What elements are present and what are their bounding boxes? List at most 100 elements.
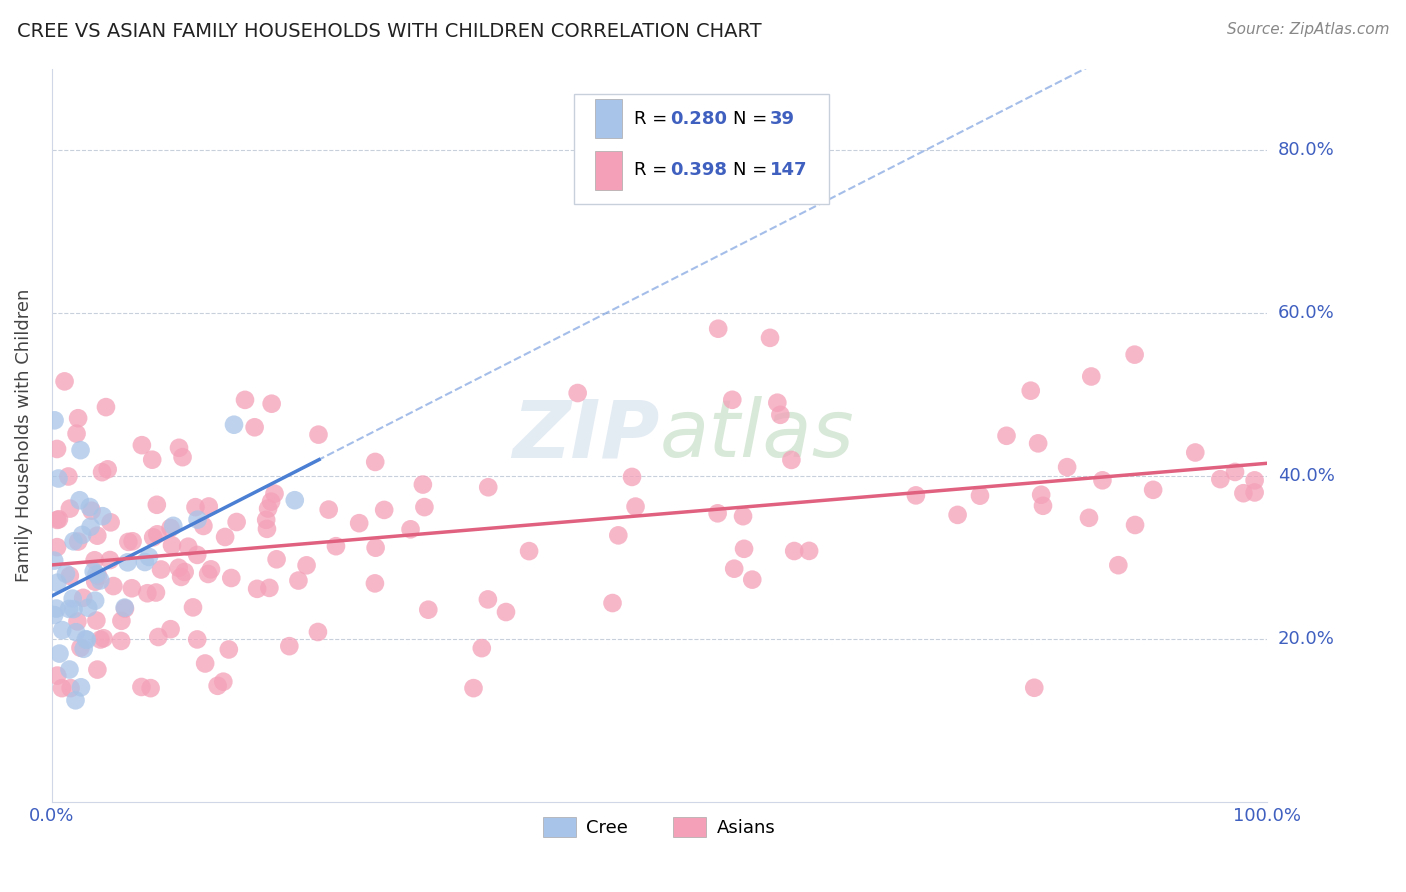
Point — [150, 562, 173, 576]
Point — [602, 596, 624, 610]
Point — [117, 555, 139, 569]
Point — [76, 632, 98, 647]
Point — [77, 600, 100, 615]
Point — [517, 544, 540, 558]
Point — [167, 560, 190, 574]
Point — [1184, 445, 1206, 459]
Point — [364, 455, 387, 469]
Point — [621, 470, 644, 484]
Point — [121, 534, 143, 549]
Point — [84, 574, 107, 589]
Point — [69, 640, 91, 655]
Point — [200, 562, 222, 576]
Point — [222, 417, 245, 432]
Point — [325, 539, 347, 553]
Point — [48, 512, 70, 526]
Point — [759, 331, 782, 345]
Legend: Cree, Asians: Cree, Asians — [536, 809, 783, 845]
Point — [214, 530, 236, 544]
Point — [48, 471, 70, 485]
Point — [170, 570, 193, 584]
Text: N =: N = — [734, 110, 773, 128]
Point — [110, 614, 132, 628]
Point — [187, 513, 209, 527]
Point — [146, 527, 169, 541]
Point — [55, 566, 77, 581]
Point — [134, 555, 156, 569]
Point — [780, 453, 803, 467]
Point — [84, 593, 107, 607]
Point — [259, 581, 281, 595]
Point — [46, 575, 69, 590]
Point — [141, 452, 163, 467]
Point — [58, 469, 80, 483]
Point — [46, 442, 69, 456]
Point — [173, 565, 195, 579]
Point — [59, 569, 82, 583]
Point — [1232, 486, 1254, 500]
Point — [117, 535, 139, 549]
Point — [139, 681, 162, 695]
Point — [995, 429, 1018, 443]
Point — [1031, 488, 1053, 502]
Point — [260, 494, 283, 508]
Point — [110, 634, 132, 648]
Point — [62, 591, 84, 606]
Text: 20.0%: 20.0% — [1278, 631, 1334, 648]
Point — [46, 668, 69, 682]
Text: 147: 147 — [770, 161, 807, 179]
Point — [91, 465, 114, 479]
Point — [186, 632, 208, 647]
Point — [89, 632, 111, 647]
Point — [70, 680, 93, 694]
Point — [257, 501, 280, 516]
Point — [145, 585, 167, 599]
Point — [65, 625, 87, 640]
Point — [347, 516, 370, 531]
Point — [287, 574, 309, 588]
Point — [86, 663, 108, 677]
Point — [62, 602, 84, 616]
Text: ZIP: ZIP — [512, 396, 659, 475]
Point — [284, 493, 307, 508]
Point — [194, 657, 217, 671]
Point — [142, 530, 165, 544]
Text: 40.0%: 40.0% — [1278, 467, 1334, 485]
Point — [624, 500, 647, 514]
Point — [733, 541, 755, 556]
Text: 0.280: 0.280 — [671, 110, 727, 128]
Point — [65, 693, 87, 707]
Point — [114, 601, 136, 615]
Text: R =: R = — [634, 110, 672, 128]
Point — [136, 586, 159, 600]
Point — [1019, 384, 1042, 398]
Point — [53, 375, 76, 389]
Point — [98, 553, 121, 567]
Point — [1078, 511, 1101, 525]
Point — [73, 641, 96, 656]
Point — [1142, 483, 1164, 497]
Point — [59, 501, 82, 516]
Point — [67, 411, 90, 425]
Point — [72, 591, 94, 605]
Point — [904, 488, 927, 502]
Point — [114, 600, 136, 615]
Point — [1243, 474, 1265, 488]
Point — [783, 544, 806, 558]
Point — [167, 441, 190, 455]
Point — [58, 663, 80, 677]
Point — [97, 462, 120, 476]
Point — [471, 641, 494, 656]
Point — [766, 395, 789, 409]
Point — [246, 582, 269, 596]
FancyBboxPatch shape — [595, 99, 621, 138]
Point — [87, 569, 110, 583]
Point — [1243, 485, 1265, 500]
Point — [79, 500, 101, 514]
Point — [418, 603, 440, 617]
Point — [1209, 472, 1232, 486]
Text: Source: ZipAtlas.com: Source: ZipAtlas.com — [1226, 22, 1389, 37]
Point — [254, 513, 277, 527]
Point — [412, 477, 434, 491]
Point — [769, 408, 792, 422]
